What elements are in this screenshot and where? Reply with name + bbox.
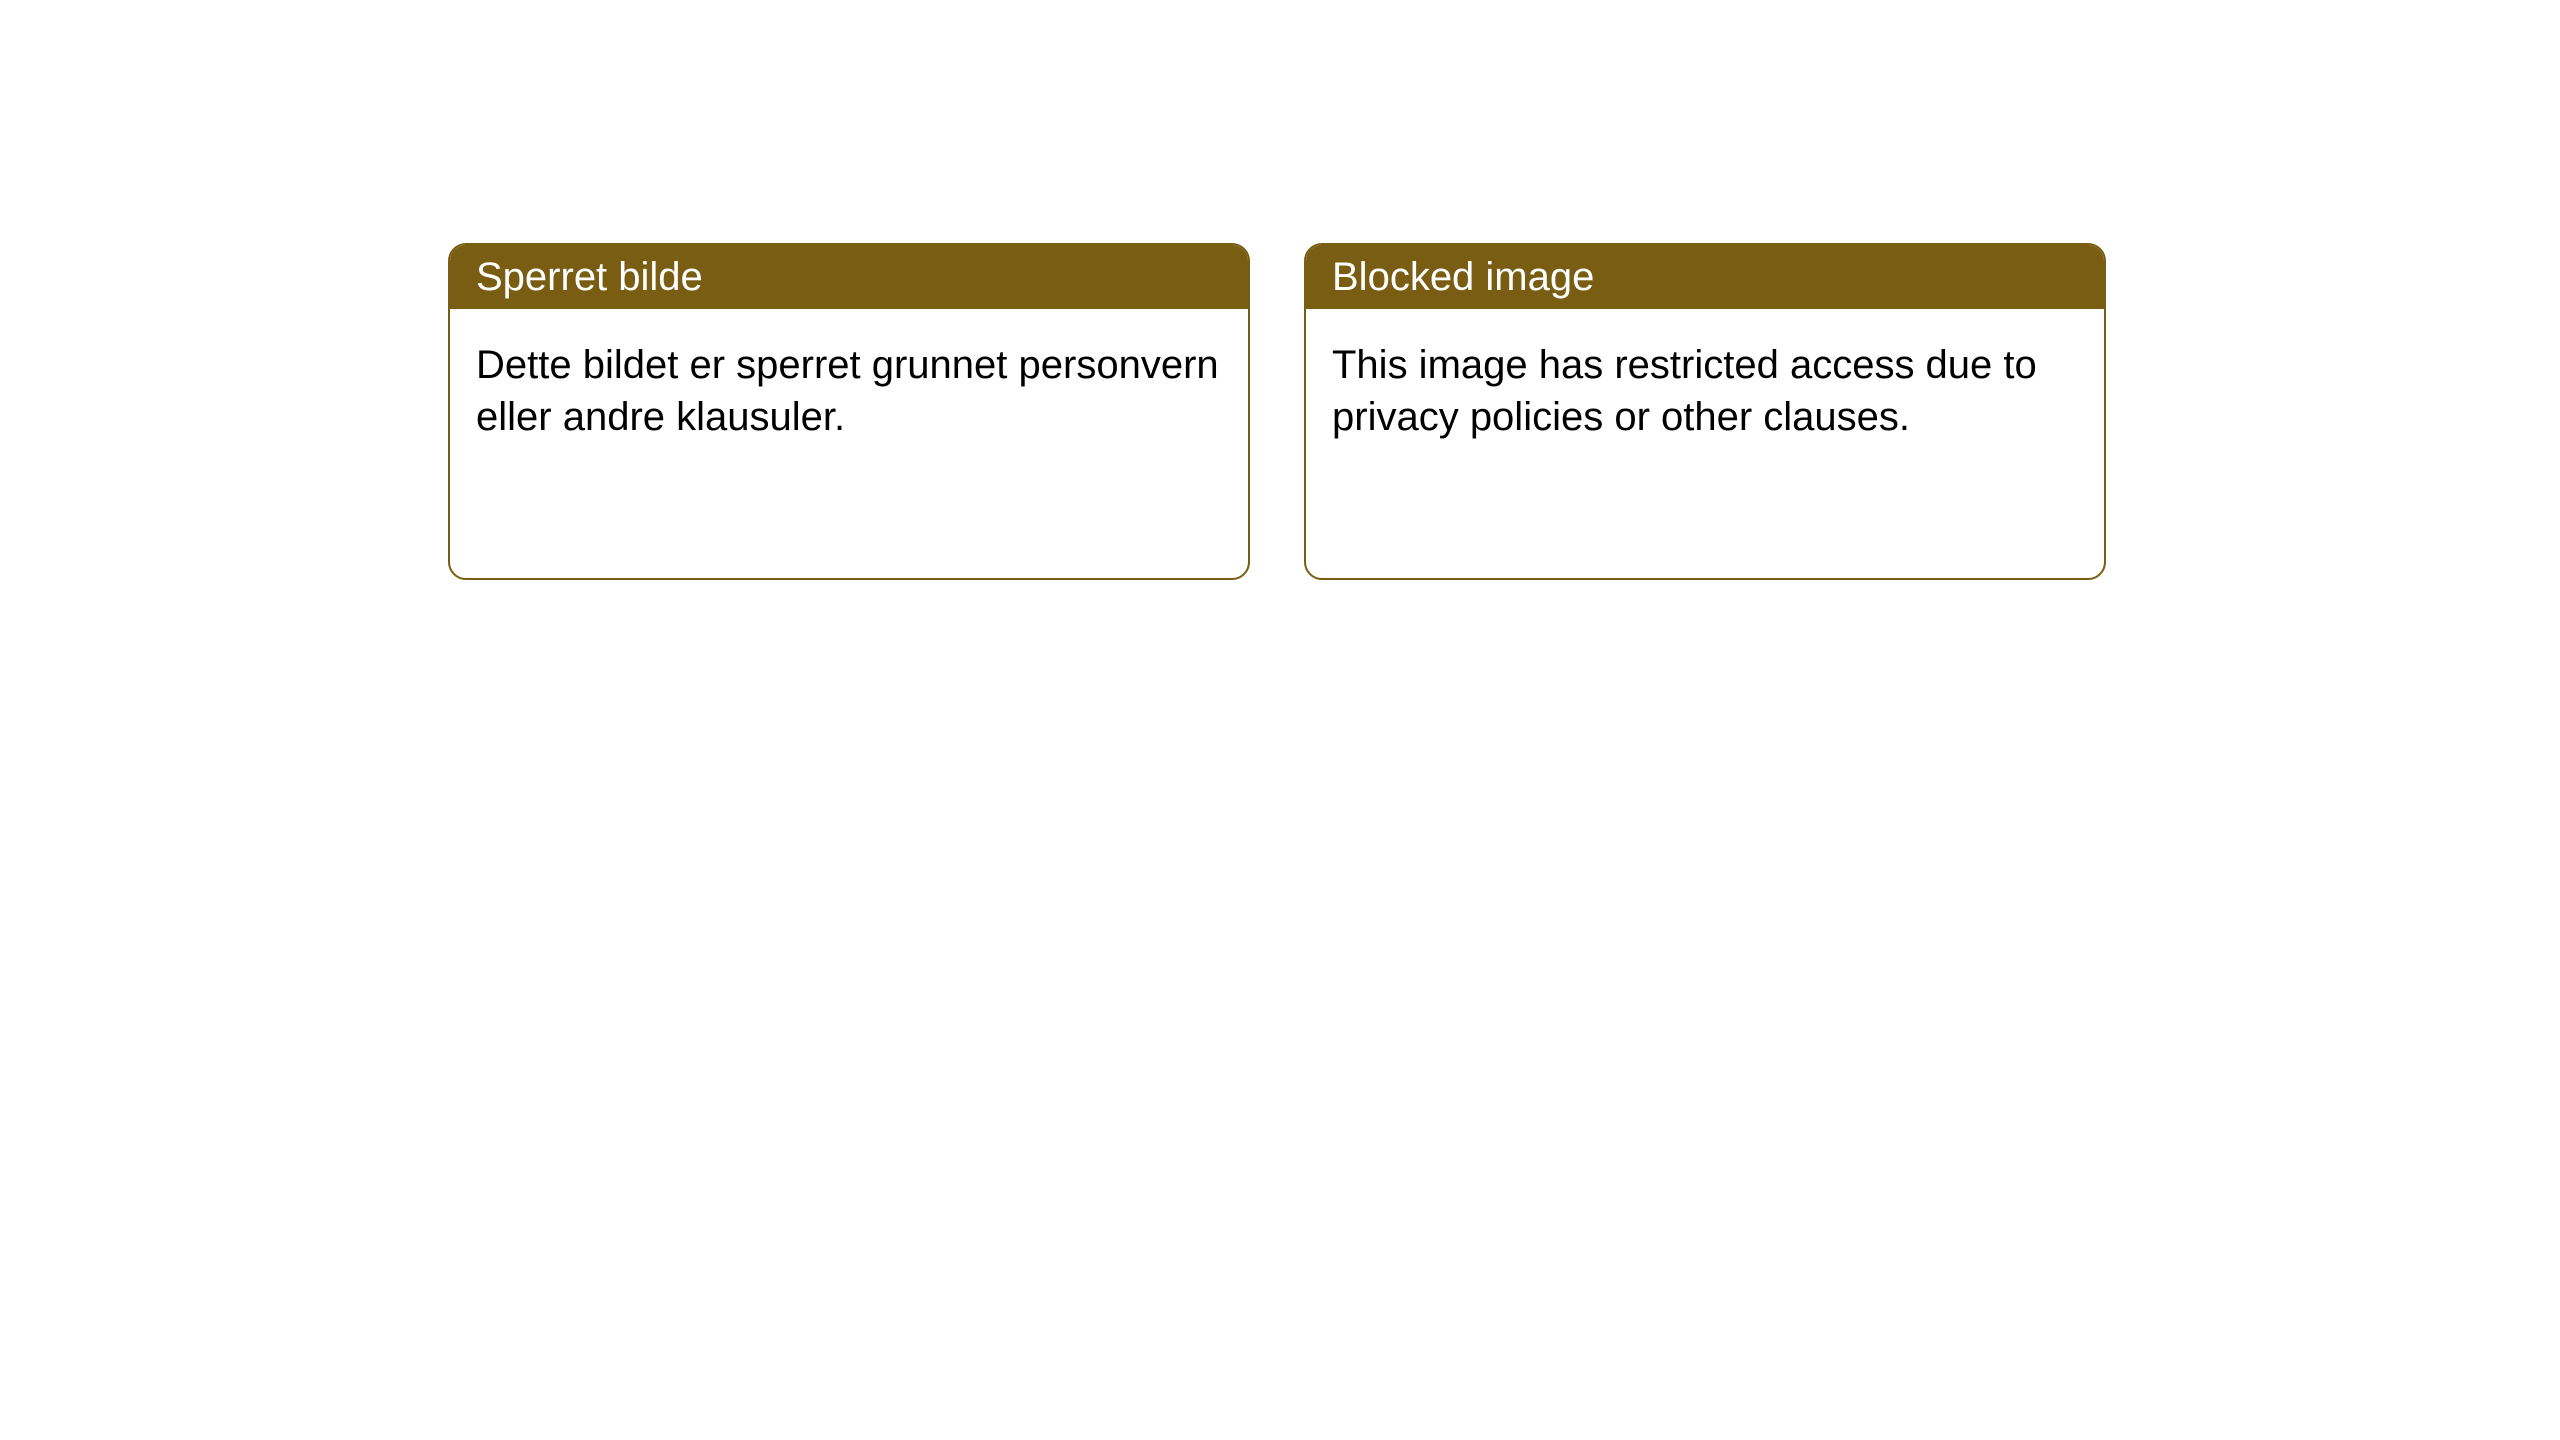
notice-body-text: This image has restricted access due to … (1332, 343, 2037, 439)
notice-body-norwegian: Dette bildet er sperret grunnet personve… (450, 309, 1248, 473)
notice-box-english: Blocked image This image has restricted … (1304, 243, 2106, 580)
notice-header-text: Blocked image (1332, 255, 1594, 299)
notice-body-text: Dette bildet er sperret grunnet personve… (476, 343, 1219, 439)
notice-header-norwegian: Sperret bilde (450, 245, 1248, 309)
notice-body-english: This image has restricted access due to … (1306, 309, 2104, 473)
notice-container: Sperret bilde Dette bildet er sperret gr… (448, 243, 2106, 580)
notice-header-text: Sperret bilde (476, 255, 703, 299)
notice-box-norwegian: Sperret bilde Dette bildet er sperret gr… (448, 243, 1250, 580)
notice-header-english: Blocked image (1306, 245, 2104, 309)
